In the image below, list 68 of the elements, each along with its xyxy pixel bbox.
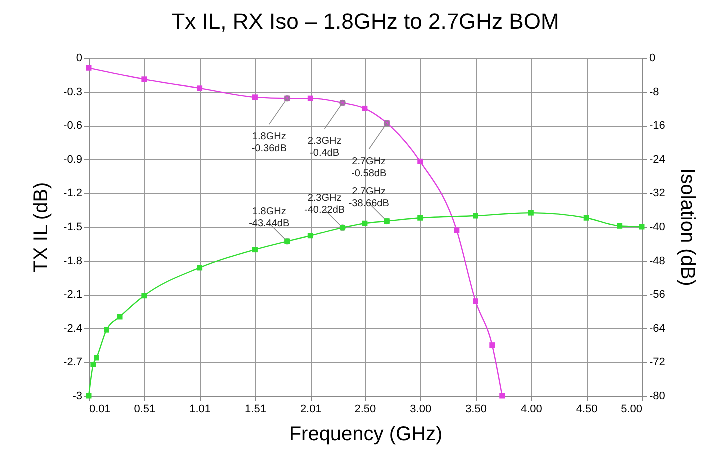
y2-tick-label: -8 [650, 86, 660, 98]
point [584, 215, 590, 221]
y-axis-title: TX IL (dB) [30, 182, 53, 273]
y-tick-label: -0.9 [64, 154, 82, 166]
x-tick-label: 5.00 [621, 404, 642, 416]
point [142, 293, 148, 299]
point [362, 220, 368, 226]
annotation: 2.7GHz -38.66dB [348, 186, 390, 210]
annotation: 2.7GHz -0.58dB [352, 156, 387, 180]
x-tick-label: 3.00 [410, 404, 432, 416]
y-tick-label: -1.5 [64, 222, 82, 234]
y-tick-label: -1.2 [64, 188, 82, 200]
point [473, 213, 479, 219]
x-tick-label: 1.01 [190, 404, 212, 416]
y2-tick-label: -24 [650, 154, 666, 166]
y2-tick-label: -64 [650, 322, 666, 335]
y-tick-label: -2.1 [64, 289, 82, 302]
point [252, 94, 258, 100]
y2-tick-label: -40 [650, 222, 666, 234]
x-tick-label: 3.50 [466, 404, 487, 416]
point [500, 393, 506, 399]
x-tick-label: 0.51 [134, 404, 156, 416]
y-tick-label: 0 [76, 52, 82, 64]
y2-tick-label: 0 [650, 52, 656, 64]
x-tick-label: 1.51 [245, 404, 266, 416]
point [418, 158, 424, 164]
chart-title: Tx IL, RX Iso – 1.8GHz to 2.7GHz BOM [172, 9, 560, 34]
x-tick-label: 2.01 [300, 404, 322, 416]
point [418, 215, 424, 221]
x-tick-label: 4.50 [576, 404, 598, 416]
y-tick-label: -1.8 [64, 255, 82, 268]
point [362, 106, 368, 112]
point [197, 265, 203, 271]
point [86, 65, 92, 71]
y-tick-label: -0.3 [64, 86, 82, 98]
y2-axis-title: Isolation (dB) [676, 168, 698, 286]
point [104, 327, 110, 333]
point [94, 355, 100, 361]
point [90, 362, 96, 368]
point [142, 76, 148, 82]
annotation: 1.8GHz -43.44dB [249, 206, 290, 230]
y2-tick-label: -32 [650, 188, 666, 200]
annotation: 2.3GHz -40.22dB [304, 192, 346, 216]
y2-tick-label: -48 [650, 255, 666, 268]
y-tick-label: -3 [72, 390, 82, 402]
y-tick-label: -2.4 [64, 322, 82, 335]
point [528, 210, 534, 216]
x-axis-title: Frequency (GHz) [289, 424, 443, 446]
annotation: 2.3GHz -0.4dB [308, 136, 342, 160]
point [308, 233, 314, 239]
x-tick-label: 0.01 [90, 404, 111, 416]
y2-tick-label: -80 [650, 390, 666, 402]
y2-tick-label: -56 [650, 289, 666, 302]
point [252, 247, 258, 253]
x-tick-label: 2.50 [354, 404, 376, 416]
point [617, 223, 623, 229]
point [308, 96, 314, 102]
x-tick-label: 4.00 [520, 404, 542, 416]
annotation: 1.8GHz -0.36dB [252, 132, 288, 155]
point [490, 342, 496, 348]
y-tick-label: -2.7 [64, 356, 82, 369]
y-tick-label: -0.6 [64, 120, 82, 132]
y2-tick-label: -72 [650, 356, 666, 369]
point [197, 86, 203, 92]
y2-tick-label: -16 [650, 120, 666, 132]
point [473, 298, 479, 304]
point [454, 228, 460, 234]
point [117, 314, 123, 320]
